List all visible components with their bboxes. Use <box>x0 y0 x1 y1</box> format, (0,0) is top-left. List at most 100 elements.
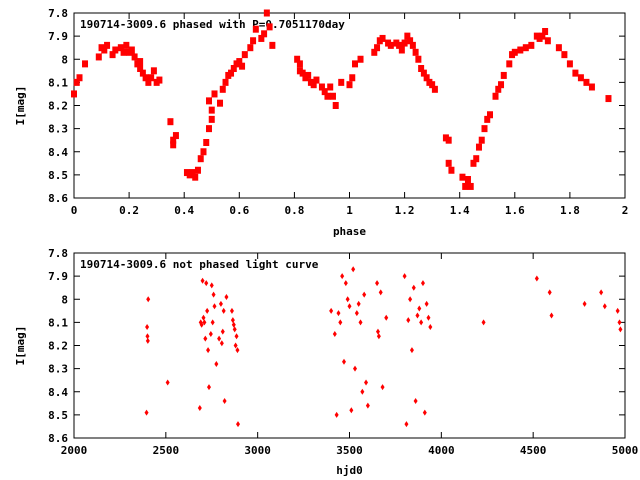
unphased-data-point <box>422 409 427 416</box>
unphased-data-point <box>618 326 623 333</box>
unphased-data-point <box>212 303 217 310</box>
unphased-y-tick-label: 8.3 <box>48 363 68 376</box>
phased-data-point <box>418 65 425 72</box>
phased-data-point <box>409 41 416 49</box>
unphased-data-point <box>210 319 215 326</box>
phased-x-tick-label: 0.2 <box>119 204 139 217</box>
unphased-data-point <box>364 379 369 386</box>
phased-data-point <box>203 139 210 146</box>
phased-data-point <box>588 83 595 91</box>
phased-data-point <box>76 74 83 82</box>
phased-data-point <box>101 46 108 54</box>
phased-data-point <box>123 41 130 49</box>
unphased-data-point <box>235 347 240 354</box>
unphased-data-point <box>165 379 170 386</box>
unphased-data-point <box>230 317 235 324</box>
phased-data-point <box>299 69 306 77</box>
unphased-data-point <box>356 300 361 307</box>
unphased-data-point <box>206 347 211 354</box>
phased-data-point <box>420 69 427 77</box>
phased-data-point <box>484 115 491 123</box>
phased-data-point <box>120 48 127 56</box>
unphased-data-point <box>341 358 346 365</box>
phased-data-point <box>172 132 179 140</box>
unphased-data-point <box>197 404 202 411</box>
phased-data-point <box>321 88 328 96</box>
phased-data-point <box>222 78 229 86</box>
phased-data-point <box>528 41 535 49</box>
unphased-data-point <box>206 384 211 391</box>
unphased-data-point <box>231 321 236 328</box>
unphased-y-tick-label: 8.5 <box>48 409 68 422</box>
phased-x-tick-label: 1 <box>346 204 353 217</box>
phased-data-point <box>208 115 215 123</box>
phased-data-point <box>313 76 320 84</box>
unphased-data-point <box>349 407 354 414</box>
phased-data-point <box>478 136 485 144</box>
phased-data-point <box>252 25 259 33</box>
unphased-data-point <box>376 333 381 340</box>
unphased-data-point <box>343 280 348 287</box>
unphased-data-point <box>224 293 229 300</box>
phased-y-tick-label: 7.9 <box>48 30 68 43</box>
unphased-data-point <box>199 321 204 328</box>
phased-data-point <box>294 55 301 63</box>
unphased-data-point <box>582 300 587 307</box>
phased-y-tick-label: 8.5 <box>48 169 68 182</box>
unphased-data-point <box>214 361 219 367</box>
unphased-data-point <box>145 333 150 340</box>
unphased-data-point <box>229 307 234 314</box>
unphased-data-point <box>204 280 209 287</box>
unphased-data-point <box>404 421 409 428</box>
unphased-y-tick-label: 8.1 <box>48 316 68 329</box>
phased-data-point <box>374 44 381 52</box>
phased-data-point <box>511 48 518 56</box>
phased-data-point <box>387 41 394 49</box>
phased-data-point <box>142 74 149 82</box>
unphased-data-point <box>233 342 238 349</box>
phased-data-point <box>401 39 408 47</box>
unphased-data-point <box>417 305 422 312</box>
phased-data-point <box>379 34 386 42</box>
phased-data-point <box>95 53 102 61</box>
unphased-data-point <box>222 398 227 404</box>
phased-x-axis-label: phase <box>333 225 366 238</box>
phased-data-point <box>412 48 419 56</box>
phased-data-point <box>492 92 499 100</box>
unphased-data-point <box>144 409 149 416</box>
phased-data-point <box>467 182 474 190</box>
unphased-data-point <box>345 296 350 303</box>
phased-x-tick-label: 2 <box>622 204 629 217</box>
phased-x-tick-label: 1.8 <box>560 204 580 217</box>
phased-chart-title: 190714-3009.6 phased with P=0.7051170day <box>80 18 345 31</box>
phased-data-point <box>352 60 359 68</box>
phased-data-point <box>217 99 224 107</box>
phased-data-point <box>423 74 430 82</box>
phased-data-point <box>219 85 226 93</box>
unphased-data-point <box>413 398 418 404</box>
phased-data-point <box>82 60 89 68</box>
phased-data-point <box>346 81 353 89</box>
unphased-y-tick-label: 7.9 <box>48 270 68 283</box>
phased-data-point <box>338 78 345 86</box>
unphased-data-point <box>354 310 359 317</box>
unphased-data-point <box>145 337 150 344</box>
phased-data-point <box>73 78 80 86</box>
phased-data-point <box>572 69 579 77</box>
unphased-data-point <box>617 319 622 326</box>
unphased-data-point <box>481 319 486 326</box>
unphased-x-tick-label: 5000 <box>612 444 639 457</box>
unphased-data-point <box>218 300 223 307</box>
phased-data-point <box>263 9 270 17</box>
unphased-data-point <box>203 335 208 342</box>
unphased-x-tick-label: 3500 <box>336 444 363 457</box>
phased-data-point <box>459 173 466 181</box>
phased-data-point <box>148 74 155 82</box>
phased-data-point <box>167 118 174 126</box>
unphased-data-point <box>375 280 380 287</box>
phased-data-point <box>566 60 573 68</box>
phased-data-point <box>398 46 405 54</box>
unphased-data-point <box>329 307 334 314</box>
unphased-y-tick-label: 8 <box>61 293 68 306</box>
phased-data-point <box>445 159 452 167</box>
